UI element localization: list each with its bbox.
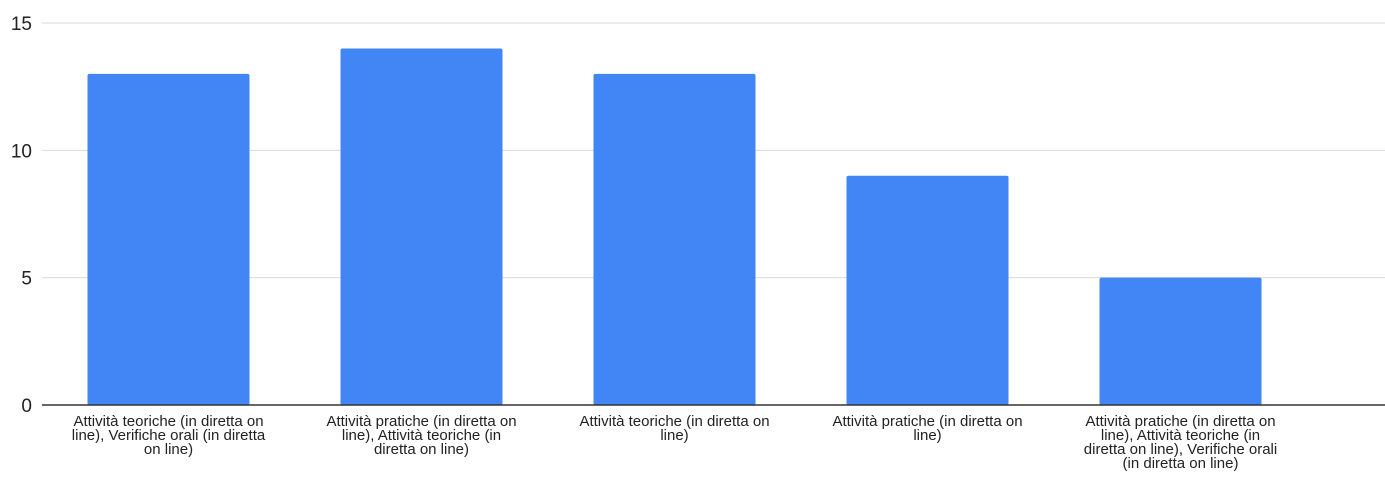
x-category-label: Attività teoriche (in diretta on line) [579,413,769,444]
y-tick-label: 10 [11,141,32,162]
bar [846,175,1009,405]
x-category-label: Attività pratiche (in diretta on line) [832,413,1022,444]
y-tick-label: 5 [21,269,32,290]
y-tick-label: 15 [11,14,32,35]
bar [87,73,250,405]
bars [87,48,1262,405]
x-category-label: Attività pratiche (in diretta on line), A… [1084,413,1277,472]
x-category-label: Attività teoriche (in diretta on line), V… [72,413,266,458]
bar [593,73,756,405]
x-category-label: Attività pratiche (in diretta on line), A… [326,413,516,458]
bar [1099,277,1262,405]
bar [340,48,503,405]
y-tick-label: 0 [21,396,32,417]
x-axis-category-labels: Attività teoriche (in diretta on line), V… [72,413,1277,472]
y-axis-tick-labels: 0 5 10 15 [11,14,32,417]
